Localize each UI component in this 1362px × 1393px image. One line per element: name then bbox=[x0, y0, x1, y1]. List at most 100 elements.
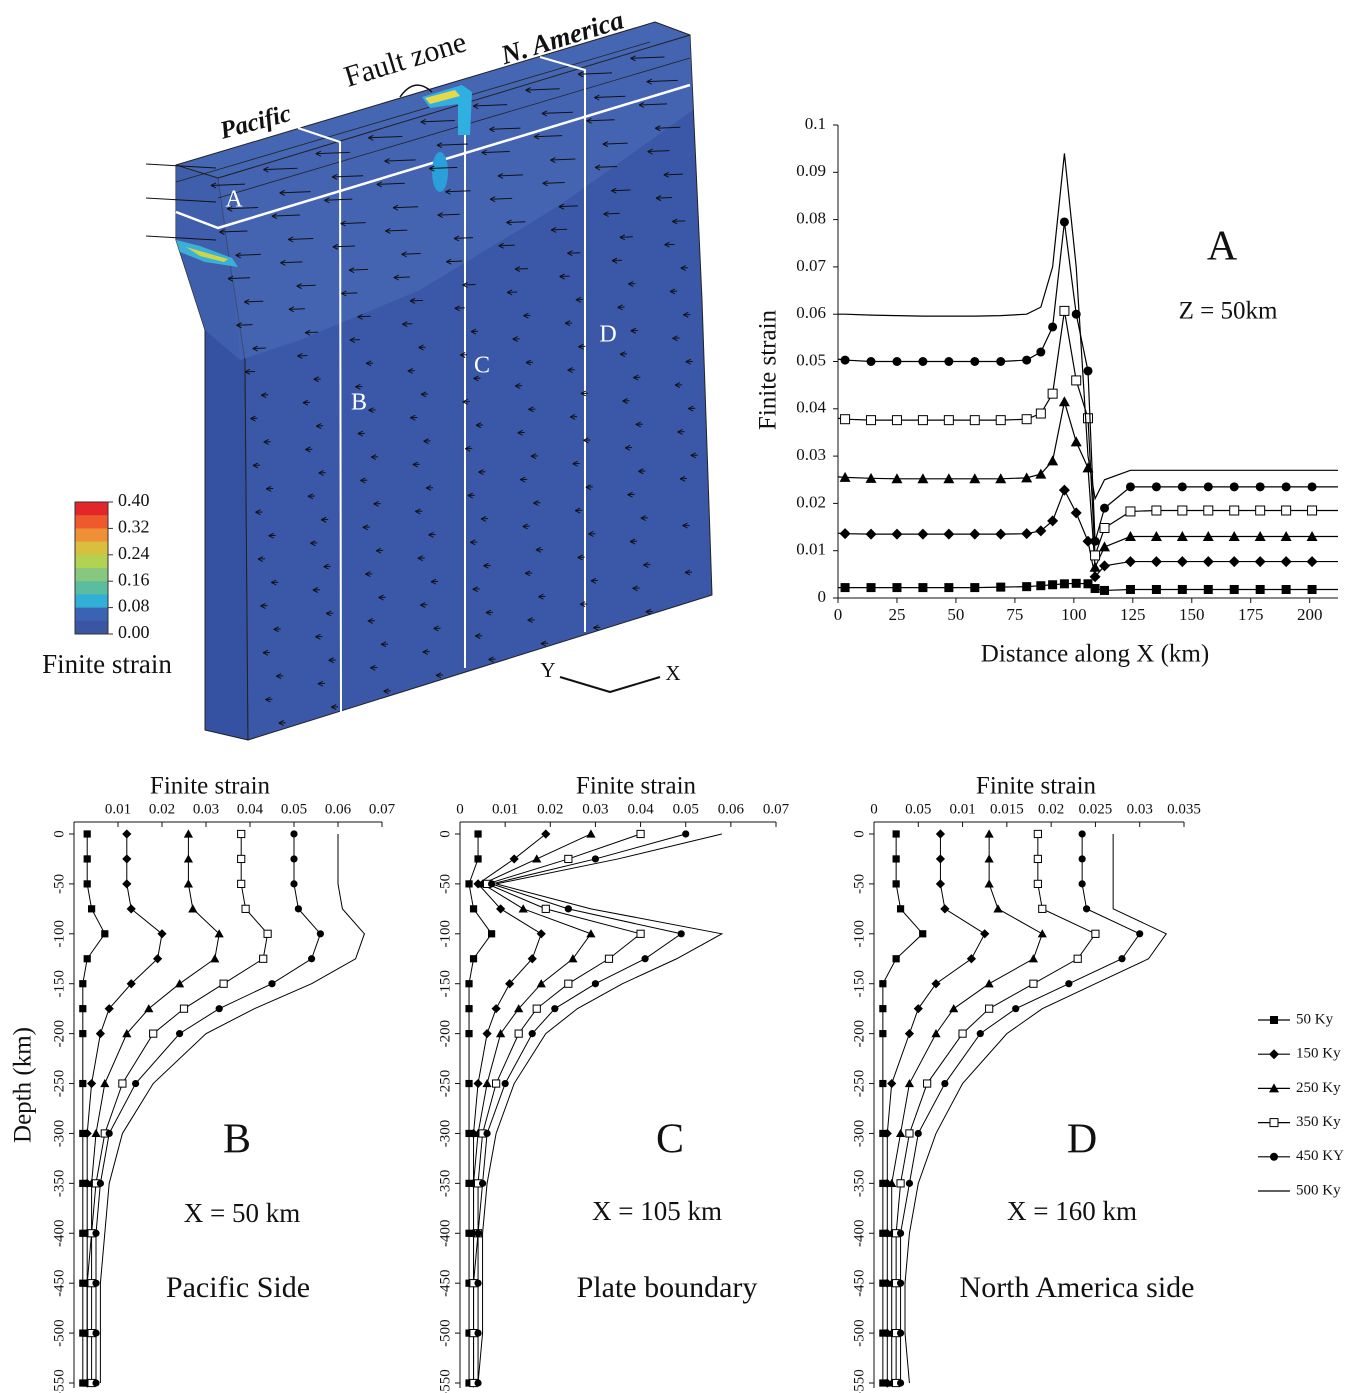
marker bbox=[83, 855, 91, 863]
marker bbox=[1058, 484, 1070, 496]
marker bbox=[1035, 525, 1047, 537]
block-diagram: Fault zone N. America Pacific A B C D Y … bbox=[42, 4, 713, 741]
x-tick-label: 0.05 bbox=[673, 801, 699, 817]
marker bbox=[1033, 879, 1042, 888]
y-tick-label: -150 bbox=[437, 970, 453, 998]
marker bbox=[1269, 1118, 1279, 1128]
marker bbox=[882, 1228, 892, 1238]
velocity-arrow-head bbox=[684, 569, 691, 576]
velocity-arrow-head bbox=[538, 593, 544, 600]
marker bbox=[79, 1005, 87, 1013]
velocity-arrow-head bbox=[325, 610, 332, 617]
marker bbox=[237, 854, 246, 864]
marker bbox=[866, 357, 876, 366]
velocity-arrow-head bbox=[480, 515, 487, 522]
y-tick-label: -550 bbox=[851, 1369, 867, 1393]
section-d-line bbox=[539, 56, 586, 632]
marker bbox=[931, 1029, 941, 1038]
marker bbox=[183, 879, 193, 888]
lithosphere bbox=[218, 35, 693, 360]
marker bbox=[840, 583, 850, 593]
section-label: C bbox=[474, 353, 490, 379]
velocity-arrow-head bbox=[446, 258, 452, 265]
velocity-arrow-head bbox=[497, 172, 504, 179]
velocity-arrow bbox=[263, 167, 298, 171]
marker bbox=[1091, 929, 1100, 938]
velocity-arrow-head bbox=[522, 523, 528, 530]
velocity-arrow-head bbox=[436, 142, 443, 149]
velocity-arrow-head bbox=[524, 570, 531, 577]
marker bbox=[917, 473, 929, 484]
marker bbox=[1229, 482, 1239, 492]
marker bbox=[568, 954, 578, 963]
x-tick-label: 100 bbox=[1061, 605, 1087, 624]
marker bbox=[527, 954, 537, 964]
velocity-arrow-head bbox=[664, 241, 670, 248]
marker bbox=[1118, 955, 1126, 963]
velocity-arrow-head bbox=[638, 468, 644, 475]
velocity-arrow-head bbox=[263, 439, 269, 445]
marker bbox=[984, 854, 994, 863]
marker bbox=[917, 528, 929, 540]
x-tick-label: 0.05 bbox=[281, 801, 307, 817]
velocity-arrow-head bbox=[392, 204, 399, 211]
velocity-arrow-head bbox=[690, 452, 697, 459]
y-tick-label: -400 bbox=[437, 1220, 453, 1248]
velocity-arrow bbox=[401, 253, 421, 255]
y-tick-label: 0 bbox=[437, 830, 453, 838]
marker bbox=[879, 1030, 887, 1038]
velocity-arrow-head bbox=[541, 110, 548, 117]
marker bbox=[263, 929, 272, 938]
marker bbox=[914, 1129, 922, 1138]
velocity-arrow-head bbox=[420, 602, 426, 608]
velocity-arrow-head bbox=[611, 257, 618, 264]
marker bbox=[1228, 556, 1240, 568]
x-tick-label: 0.07 bbox=[763, 801, 790, 817]
velocity-arrow-head bbox=[273, 626, 279, 633]
marker bbox=[1058, 396, 1070, 407]
velocity-arrow-head bbox=[263, 166, 269, 173]
velocity-arrow bbox=[655, 126, 681, 129]
y-tick-label: -400 bbox=[851, 1220, 867, 1248]
velocity-arrow-head bbox=[210, 182, 217, 189]
velocity-arrow bbox=[542, 181, 565, 184]
marker bbox=[79, 1030, 87, 1038]
x-tick-label: 175 bbox=[1238, 605, 1264, 624]
velocity-arrow-head bbox=[519, 476, 526, 483]
velocity-arrow bbox=[595, 166, 618, 168]
colorbar-band bbox=[75, 620, 108, 635]
velocity-arrow bbox=[446, 260, 463, 263]
velocity-arrow-head bbox=[564, 320, 571, 327]
marker bbox=[564, 854, 573, 864]
series-line bbox=[886, 833, 986, 1384]
marker bbox=[865, 528, 877, 540]
fault-strain-deep bbox=[432, 152, 448, 192]
y-tick-label: -300 bbox=[851, 1120, 867, 1148]
x-tick-label: 0.02 bbox=[1038, 801, 1064, 817]
velocity-arrow bbox=[586, 119, 615, 122]
marker bbox=[1059, 305, 1070, 316]
marker bbox=[1073, 954, 1082, 963]
velocity-arrow-head bbox=[362, 524, 369, 531]
velocity-arrow-head bbox=[331, 174, 338, 180]
colorbar-band bbox=[75, 515, 108, 529]
marker bbox=[969, 415, 980, 426]
velocity-arrow-head bbox=[475, 633, 481, 639]
x-tick-label: 0 bbox=[834, 605, 843, 624]
marker bbox=[179, 1004, 189, 1013]
colorbar-band bbox=[75, 568, 108, 582]
velocity-arrow-head bbox=[268, 532, 274, 539]
velocity-arrow-head bbox=[375, 547, 382, 554]
velocity-arrow bbox=[288, 237, 314, 240]
marker bbox=[1012, 1005, 1020, 1013]
series-line bbox=[473, 833, 547, 1384]
velocity-arrow-head bbox=[320, 516, 327, 523]
x-axis-label: Distance along X (km) bbox=[981, 641, 1209, 668]
marker bbox=[551, 1005, 559, 1013]
velocity-arrow-head bbox=[279, 189, 285, 196]
velocity-arrow-head bbox=[577, 554, 583, 561]
marker bbox=[891, 415, 902, 426]
velocity-arrow-head bbox=[525, 359, 532, 366]
marker bbox=[882, 1378, 892, 1388]
marker bbox=[866, 415, 877, 426]
